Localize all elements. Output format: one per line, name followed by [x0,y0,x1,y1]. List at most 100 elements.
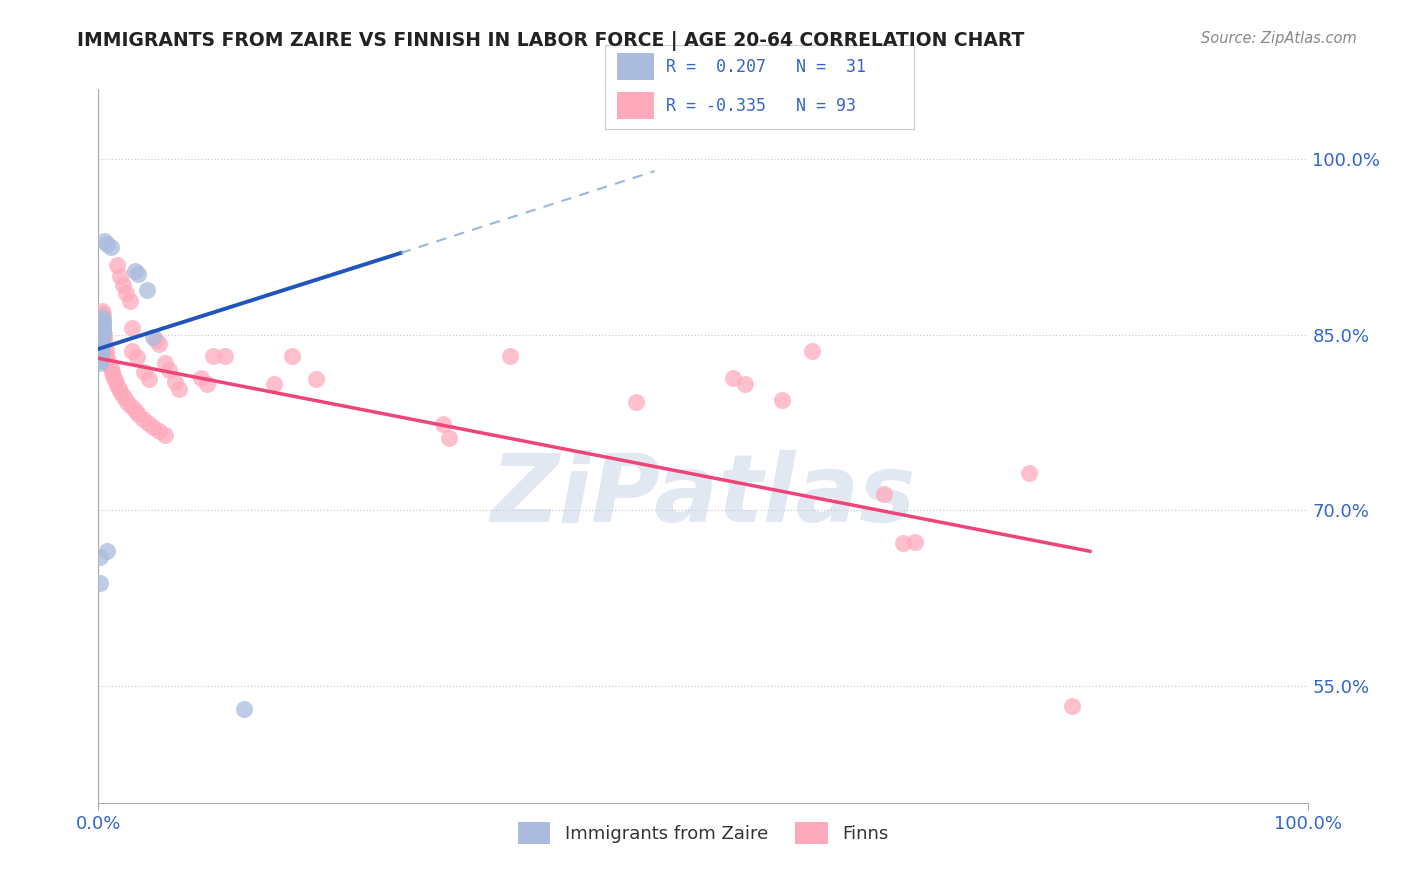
Point [100,360,122,375]
Point [100,240,122,254]
Text: R = -0.335   N = 93: R = -0.335 N = 93 [666,96,856,114]
Point [91,323,114,337]
Point [91,307,114,321]
Point [770,393,793,408]
Point [90,351,112,366]
Point [1018,466,1040,480]
Bar [617,92,654,120]
Point [437,431,460,445]
Point [89,353,111,368]
Point [91,326,114,340]
Point [157,363,180,377]
Point [90,342,112,356]
Point [91,333,114,347]
Point [891,536,914,550]
Point [89,356,111,370]
Point [127,267,149,281]
Point [904,535,927,549]
Point [127,408,149,422]
Point [89,575,111,590]
Point [90,346,112,360]
Point [232,702,254,716]
Point [626,394,648,409]
Point [142,420,165,434]
Legend: Immigrants from Zaire, Finns: Immigrants from Zaire, Finns [510,814,896,851]
Point [91,337,114,351]
Point [108,382,131,396]
Point [153,356,176,370]
Point [305,372,328,386]
Text: Source: ZipAtlas.com: Source: ZipAtlas.com [1201,31,1357,46]
Point [94,348,117,362]
Point [108,269,131,284]
Point [153,428,176,442]
Point [90,340,112,354]
Point [91,316,114,330]
Point [169,382,191,396]
Point [132,412,155,426]
Point [112,390,135,404]
Point [163,375,186,389]
Point [120,399,142,413]
Point [105,378,128,392]
Point [202,349,225,363]
Point [93,331,115,345]
Point [91,304,114,318]
Point [281,349,304,363]
Point [190,371,212,385]
Point [97,356,120,370]
Point [873,487,896,501]
Point [91,322,114,336]
FancyBboxPatch shape [605,45,914,129]
Point [91,312,114,326]
Point [800,344,823,359]
Point [104,374,127,388]
Point [723,371,745,385]
Point [135,284,157,298]
Point [195,376,218,391]
Point [142,330,165,344]
Point [90,349,112,363]
Point [91,310,114,325]
Point [138,372,160,386]
Point [124,402,146,417]
Point [96,544,118,558]
Point [91,330,114,344]
Point [121,344,143,359]
Point [124,263,146,277]
Point [263,376,285,391]
Point [91,318,114,332]
Point [214,349,236,363]
Point [90,344,112,359]
Point [127,350,149,364]
Point [148,424,170,438]
Point [432,417,454,431]
Point [91,319,114,334]
Point [96,236,118,251]
Point [121,321,143,335]
Point [134,365,156,379]
Point [93,340,115,354]
Point [136,416,159,430]
Point [110,386,132,401]
Point [734,376,756,391]
Point [100,365,122,379]
Point [91,312,114,326]
Point [115,285,138,300]
Point [105,258,128,272]
Point [111,277,134,292]
Text: IMMIGRANTS FROM ZAIRE VS FINNISH IN LABOR FORCE | AGE 20-64 CORRELATION CHART: IMMIGRANTS FROM ZAIRE VS FINNISH IN LABO… [77,31,1025,51]
Point [89,550,111,565]
Point [91,327,114,342]
Point [118,293,141,308]
Text: ZiPatlas: ZiPatlas [491,450,915,542]
Point [148,337,170,351]
Point [93,234,115,248]
Point [498,349,520,363]
Point [96,351,118,366]
Point [93,326,115,341]
Text: R =  0.207   N =  31: R = 0.207 N = 31 [666,58,866,76]
Point [1060,698,1083,713]
Point [101,368,124,383]
Point [91,334,114,349]
